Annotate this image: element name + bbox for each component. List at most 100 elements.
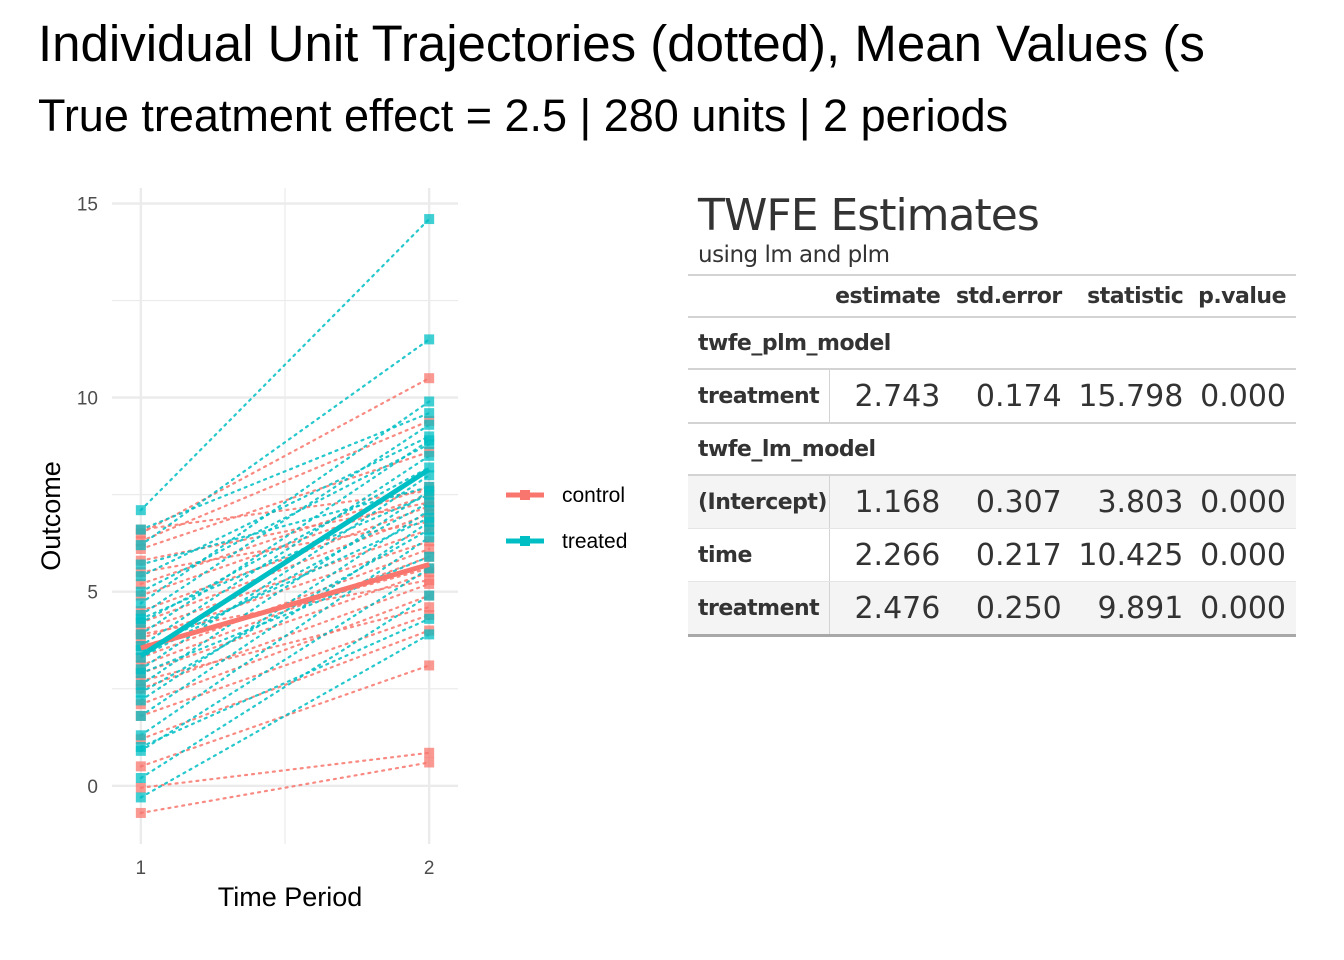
unit-trajectory-control <box>139 512 431 624</box>
legend-key-point-treated <box>520 536 530 546</box>
unit-trajectory-control <box>139 450 431 551</box>
unit-point-control <box>135 578 146 589</box>
unit-trajectory-control <box>139 664 431 768</box>
unit-point-control <box>135 782 146 793</box>
unit-point-treated <box>135 559 146 570</box>
unit-point-control <box>424 543 435 554</box>
row-term: (Intercept) <box>688 475 830 529</box>
y-tick-label: 5 <box>87 583 98 604</box>
unit-point-treated <box>135 598 146 609</box>
group-label-plm: twfe_plm_model <box>688 317 1296 370</box>
unit-point-control <box>424 373 435 384</box>
unit-trajectory-treated <box>139 493 431 620</box>
unit-point-treated <box>424 629 435 640</box>
unit-trajectory-treated <box>139 439 431 636</box>
unit-point-treated <box>135 652 146 663</box>
unit-point-treated <box>424 419 435 430</box>
unit-point-treated <box>135 540 146 551</box>
unit-point-treated <box>135 679 146 690</box>
legend-label-treated: treated <box>562 530 627 553</box>
cell-p-value: 0.000 <box>1193 475 1296 529</box>
unit-point-treated <box>424 408 435 419</box>
unit-point-treated <box>424 431 435 442</box>
unit-point-treated <box>424 505 435 516</box>
unit-point-treated <box>135 668 146 679</box>
legend-label-control: control <box>562 484 625 507</box>
unit-trajectory-treated <box>139 520 431 718</box>
unit-trajectory-treated <box>139 466 431 624</box>
unit-trajectory-control <box>139 761 431 815</box>
unit-trajectory-treated <box>139 474 431 671</box>
unit-trajectory-treated <box>139 443 431 593</box>
unit-point-control <box>424 660 435 671</box>
unit-point-treated <box>424 551 435 562</box>
unit-point-control <box>424 757 435 768</box>
y-tick-label: 0 <box>87 777 98 798</box>
unit-trajectory-treated <box>139 423 431 617</box>
unit-point-control <box>424 747 435 758</box>
unit-point-treated <box>424 497 435 508</box>
unit-point-treated <box>424 613 435 624</box>
unit-point-control <box>424 575 435 586</box>
table-subtitle: using lm and plm <box>698 242 890 268</box>
unit-trajectory-control <box>139 419 431 543</box>
row-term: treatment <box>688 369 830 424</box>
cell-std-error: 0.250 <box>950 581 1072 637</box>
unit-point-treated <box>424 462 435 473</box>
cell-std-error: 0.307 <box>950 475 1072 529</box>
column-header-estimate: estimate <box>829 274 951 318</box>
row-term: treatment <box>688 581 830 637</box>
unit-trajectory-treated <box>139 435 431 578</box>
cell-estimate: 2.743 <box>829 369 951 424</box>
table-row: treatment 2.743 0.174 15.798 0.000 <box>688 369 1296 424</box>
cell-statistic: 3.803 <box>1071 475 1194 529</box>
column-header-std-error: std.error <box>950 274 1072 318</box>
column-header-stub <box>688 274 830 318</box>
unit-trajectory-control <box>139 489 431 531</box>
group-label-lm: twfe_lm_model <box>688 423 1296 476</box>
cell-p-value: 0.000 <box>1193 581 1296 637</box>
cell-estimate: 2.266 <box>829 528 951 582</box>
chart-subtitle: True treatment effect = 2.5 | 280 units … <box>38 90 1009 141</box>
row-term: time <box>688 528 830 582</box>
cell-estimate: 2.476 <box>829 581 951 637</box>
unit-trajectory-treated <box>139 400 431 605</box>
unit-trajectory-control <box>139 520 431 574</box>
table-row: time 2.266 0.217 10.425 0.000 <box>688 528 1296 582</box>
unit-point-treated <box>135 644 146 655</box>
unit-point-treated <box>424 512 435 523</box>
unit-point-treated <box>135 571 146 582</box>
unit-trajectory-control <box>139 547 431 659</box>
unit-point-treated <box>424 396 435 407</box>
unit-point-treated <box>135 505 146 516</box>
unit-point-treated <box>424 481 435 492</box>
unit-trajectory-control <box>139 505 431 613</box>
unit-trajectory-control <box>139 613 431 718</box>
unit-trajectory-control <box>139 751 431 789</box>
unit-trajectory-control <box>139 377 431 535</box>
y-axis-label: Outcome <box>36 461 66 571</box>
table-row: treatment 2.476 0.250 9.891 0.000 <box>688 581 1296 637</box>
mean-line-control <box>140 562 430 651</box>
cell-std-error: 0.174 <box>950 369 1072 424</box>
x-axis-label: Time Period <box>218 882 363 912</box>
unit-point-treated <box>424 532 435 543</box>
cell-statistic: 15.798 <box>1071 369 1194 424</box>
table-header-row: estimate std.error statistic p.value <box>688 274 1296 318</box>
unit-point-control <box>135 807 146 818</box>
unit-point-treated <box>135 586 146 597</box>
y-tick-label: 15 <box>77 195 98 216</box>
cell-statistic: 10.425 <box>1071 528 1194 582</box>
unit-point-treated <box>424 470 435 481</box>
unit-trajectory-control <box>139 555 431 667</box>
unit-trajectory-treated <box>139 412 431 531</box>
unit-point-treated <box>135 629 146 640</box>
unit-point-treated <box>424 439 435 450</box>
unit-point-treated <box>135 687 146 698</box>
unit-trajectory-treated <box>139 217 431 512</box>
unit-trajectory-treated <box>139 594 431 780</box>
unit-point-treated <box>135 524 146 535</box>
unit-point-treated <box>135 710 146 721</box>
group-row: twfe_lm_model <box>688 423 1296 476</box>
